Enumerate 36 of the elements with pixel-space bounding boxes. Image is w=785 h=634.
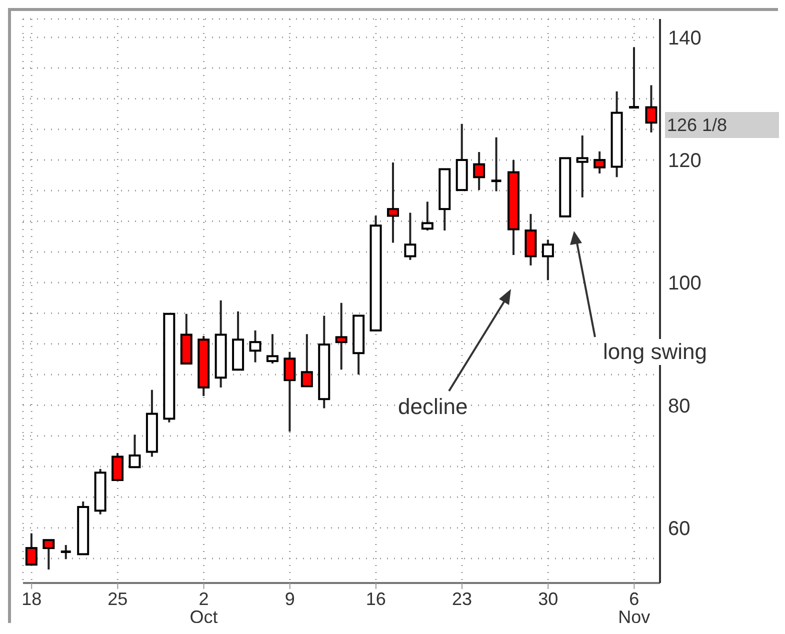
candlestick bbox=[421, 200, 434, 232]
candlestick bbox=[404, 212, 416, 261]
x-tick-label: 18 bbox=[22, 589, 42, 609]
annotation: decline bbox=[396, 394, 470, 420]
candlestick bbox=[42, 539, 55, 571]
candlestick bbox=[112, 452, 124, 482]
candlestick bbox=[249, 329, 262, 364]
candlestick bbox=[266, 333, 278, 365]
candlestick bbox=[645, 84, 658, 134]
candlestick bbox=[25, 532, 38, 566]
x-tick-label: 6 Nov bbox=[618, 589, 650, 627]
candlestick bbox=[576, 134, 588, 198]
text: 126 1/8 bbox=[665, 112, 779, 138]
x-tick-label: 30 bbox=[538, 589, 558, 609]
x-tick-label: 9 bbox=[284, 589, 295, 609]
candlestick bbox=[284, 350, 296, 433]
y-tick-label: 80 bbox=[668, 395, 690, 418]
y-tick-label: 120 bbox=[668, 150, 702, 172]
candlestick bbox=[300, 333, 313, 388]
candlestick bbox=[628, 46, 640, 109]
candlestick bbox=[473, 151, 486, 192]
candlestick bbox=[490, 136, 503, 192]
annotation: long swing bbox=[601, 339, 709, 365]
candlestick bbox=[542, 238, 554, 282]
x-tick-label: 16 bbox=[366, 589, 386, 609]
x-tick-label: 23 bbox=[452, 589, 472, 609]
x-tick-label: 2 Oct bbox=[190, 589, 218, 627]
y-tick-label: 100 bbox=[668, 272, 702, 295]
candlestick bbox=[386, 161, 399, 244]
candlestick bbox=[594, 150, 606, 174]
x-tick-label: 25 bbox=[108, 589, 128, 609]
candlestick bbox=[60, 544, 72, 560]
candlestick bbox=[128, 434, 141, 468]
y-tick-label: 60 bbox=[668, 518, 690, 540]
y-tick-label: 140 bbox=[668, 27, 702, 50]
candlestick bbox=[335, 302, 348, 371]
